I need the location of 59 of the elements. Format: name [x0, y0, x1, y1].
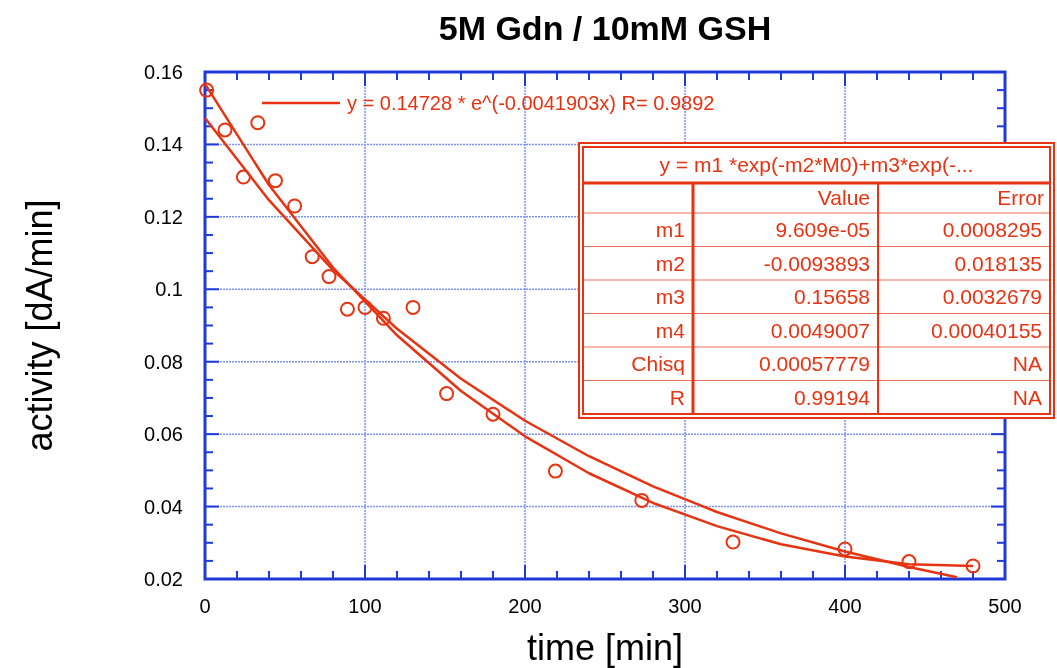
point	[287, 198, 303, 214]
point	[304, 249, 320, 265]
y-tick-label: 0.16	[144, 61, 183, 83]
annotation: m4	[655, 318, 686, 342]
annotation: Error	[997, 186, 1044, 210]
annotation: 0.018135	[954, 251, 1042, 275]
annotation: y = m1 *exp(-m2*M0)+m3*exp(-...	[659, 153, 974, 177]
x-tick-label: 400	[828, 595, 862, 617]
annotation: Value	[817, 186, 870, 210]
point	[837, 541, 853, 557]
point	[547, 463, 563, 479]
annotation: 0.0032679	[942, 285, 1042, 309]
point	[439, 386, 455, 402]
text: NA	[1012, 385, 1042, 409]
x-tick-label: 300	[668, 595, 702, 617]
point	[485, 406, 501, 422]
point	[357, 299, 373, 315]
text: NA	[1012, 352, 1042, 376]
annotation: 0.0049007	[770, 318, 870, 342]
annotation: R	[669, 385, 685, 409]
y-tick-label: 0.12	[144, 205, 183, 228]
x-tick-label: 500	[988, 595, 1022, 617]
x-axis-title: time [min]	[526, 627, 684, 668]
y-tick-label: 0.08	[144, 350, 183, 373]
annotation: 0.00040155	[931, 318, 1042, 342]
point	[217, 122, 233, 138]
annotation: -0.0093893	[763, 251, 870, 275]
point	[634, 492, 650, 508]
x-tick-label: 100	[348, 595, 382, 617]
annotation: Chisq	[631, 352, 685, 376]
point	[235, 169, 251, 185]
annotation: 0.00057779	[759, 352, 870, 376]
annotation: 0.0008295	[942, 218, 1042, 242]
annotation: m1	[655, 218, 685, 242]
y-tick-label: 0.02	[144, 568, 183, 590]
point	[321, 269, 337, 285]
y-tick-label: 0.06	[144, 423, 183, 446]
point	[267, 173, 283, 189]
y-tick-label: 0.04	[144, 495, 183, 518]
annotation: 9.609e-05	[775, 218, 870, 242]
point	[725, 534, 741, 550]
y-tick-label: 0.14	[144, 133, 183, 156]
annotation: m2	[655, 251, 685, 275]
point	[250, 115, 266, 131]
point	[405, 299, 421, 315]
point	[901, 554, 917, 570]
annotation: 0.15658	[794, 285, 870, 309]
x-tick-label: 0	[199, 595, 211, 617]
legend-label: y = 0.14728 * e^(-0.0041903x) R= 0.9892	[347, 92, 715, 114]
point	[375, 310, 391, 326]
point	[199, 82, 215, 98]
point	[339, 301, 355, 317]
annotation: 0.99194	[794, 385, 871, 409]
y-tick-label: 0.1	[155, 278, 183, 301]
y-axis-title: activity [dA/min]	[19, 199, 60, 452]
x-tick-label: 200	[508, 595, 542, 617]
chart-title: 5M Gdn / 10mM GSH	[438, 9, 772, 47]
annotation: m3	[655, 285, 685, 309]
point	[965, 558, 981, 574]
